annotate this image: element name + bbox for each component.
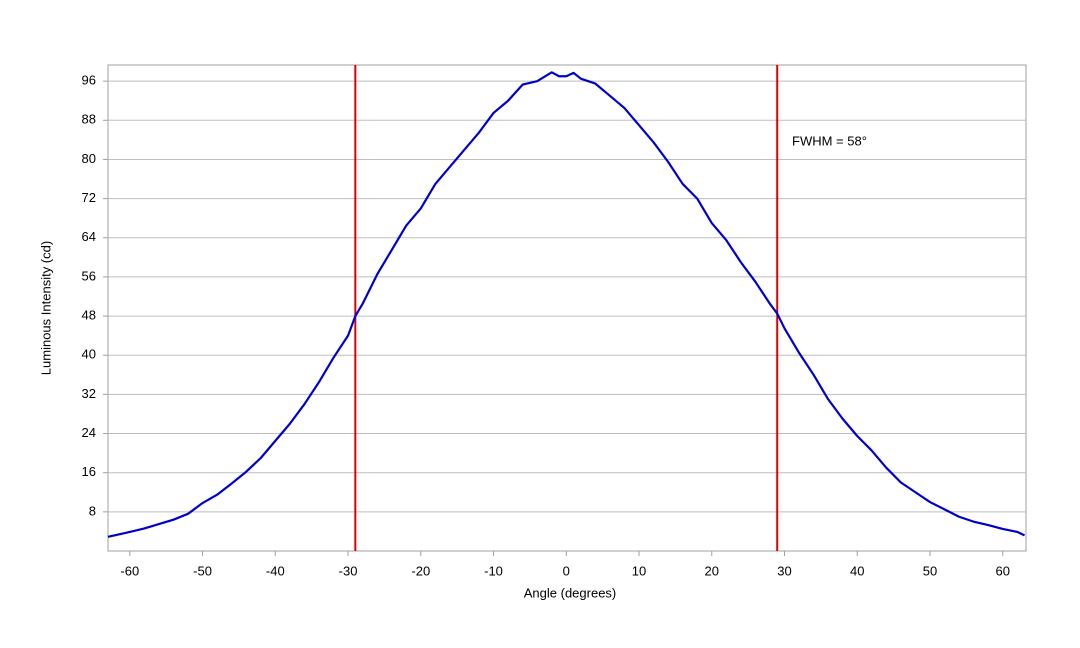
annotation: FWHM = 58° <box>792 133 867 148</box>
y-tick-label: 16 <box>82 464 96 479</box>
x-tick-label: -50 <box>193 563 212 578</box>
y-tick-label: 72 <box>82 190 96 205</box>
y-tick-label: 88 <box>82 112 96 127</box>
x-tick-label: 40 <box>850 563 864 578</box>
x-tick-label: -40 <box>266 563 285 578</box>
x-tick-label: -20 <box>411 563 430 578</box>
y-tick-label: 32 <box>82 386 96 401</box>
x-tick-label: 10 <box>632 563 646 578</box>
y-tick-label: 48 <box>82 308 96 323</box>
data-line <box>107 71 1026 538</box>
y-tick-label: 8 <box>89 503 96 518</box>
x-tick-label: -60 <box>120 563 139 578</box>
x-tick-label: 50 <box>923 563 937 578</box>
x-tick-label: -10 <box>484 563 503 578</box>
y-tick-label: 64 <box>82 229 96 244</box>
y-tick-label: 56 <box>82 268 96 283</box>
x-tick-label: 0 <box>563 563 570 578</box>
x-axis-title: Angle (degrees) <box>524 585 617 600</box>
y-axis-title: Luminous Intensity (cd) <box>38 241 53 375</box>
y-tick-label: 80 <box>82 151 96 166</box>
y-tick-label: 40 <box>82 347 96 362</box>
plot-frame <box>107 64 1027 552</box>
y-tick-label: 96 <box>82 73 96 88</box>
x-tick-label: 60 <box>995 563 1009 578</box>
y-tick-label: 24 <box>82 425 96 440</box>
x-tick-label: -30 <box>339 563 358 578</box>
x-tick-label: 30 <box>777 563 791 578</box>
x-tick-label: 20 <box>705 563 719 578</box>
